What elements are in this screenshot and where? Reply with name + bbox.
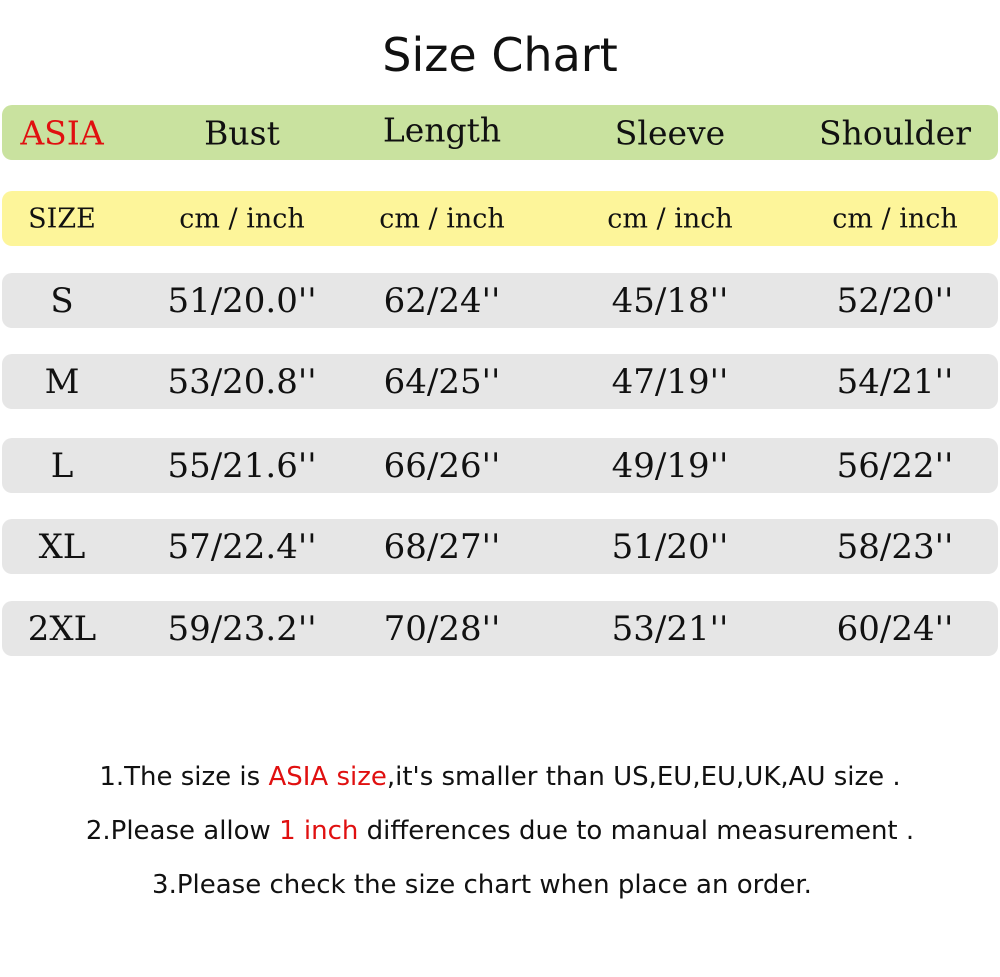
cell-bust: 51/20.0'' [167,280,317,321]
note-text: 1.The size is [99,762,269,792]
cell-bust: 55/21.6'' [167,445,317,486]
note-text: 3.Please check the size chart when place… [152,870,812,900]
cell-length: 64/25'' [383,361,501,402]
size-row: L 55/21.6'' 66/26'' 49/19'' 56/22'' [2,438,998,493]
cell-length: 62/24'' [383,280,501,321]
cell-size: 2XL [27,608,97,649]
cell-size: XL [38,526,86,567]
header-bust: Bust [204,113,280,152]
header-row: ASIA Bust Length Sleeve Shoulder [2,105,998,160]
cell-length: 68/27'' [383,526,501,567]
cell-size: L [50,445,74,486]
size-row: XL 57/22.4'' 68/27'' 51/20'' 58/23'' [2,519,998,574]
units-size: SIZE [28,203,96,234]
cell-shoulder: 60/24'' [836,608,954,649]
units-sleeve: cm / inch [607,203,733,234]
cell-length: 66/26'' [383,445,501,486]
cell-bust: 53/20.8'' [167,361,317,402]
cell-size: S [50,280,74,321]
note-text: differences due to manual measurement . [358,816,915,846]
units-row: SIZE cm / inch cm / inch cm / inch cm / … [2,191,998,246]
cell-sleeve: 47/19'' [611,361,729,402]
cell-bust: 59/23.2'' [167,608,317,649]
header-asia: ASIA [20,113,104,152]
note-3: 3.Please check the size chart when place… [0,870,982,900]
units-shoulder: cm / inch [832,203,958,234]
size-row: S 51/20.0'' 62/24'' 45/18'' 52/20'' [2,273,998,328]
units-length: cm / inch [379,203,505,234]
note-text: ,it's smaller than US,EU,EU,UK,AU size . [386,762,901,792]
header-shoulder: Shoulder [819,113,971,152]
cell-shoulder: 54/21'' [836,361,954,402]
cell-shoulder: 58/23'' [836,526,954,567]
note-2: 2.Please allow 1 inch differences due to… [0,816,1000,846]
size-row: 2XL 59/23.2'' 70/28'' 53/21'' 60/24'' [2,601,998,656]
cell-shoulder: 56/22'' [836,445,954,486]
page-title: Size Chart [382,28,618,82]
note-highlight: ASIA size [268,762,387,792]
size-row: M 53/20.8'' 64/25'' 47/19'' 54/21'' [2,354,998,409]
header-sleeve: Sleeve [614,113,726,152]
note-highlight: 1 inch [279,816,359,846]
cell-size: M [44,361,80,402]
cell-sleeve: 49/19'' [611,445,729,486]
header-length: Length [382,110,502,149]
cell-shoulder: 52/20'' [836,280,954,321]
units-bust: cm / inch [179,203,305,234]
note-text: 2.Please allow [85,816,280,846]
cell-sleeve: 45/18'' [611,280,729,321]
cell-sleeve: 53/21'' [611,608,729,649]
cell-sleeve: 51/20'' [611,526,729,567]
cell-bust: 57/22.4'' [167,526,317,567]
cell-length: 70/28'' [383,608,501,649]
note-1: 1.The size is ASIA size,it's smaller tha… [0,762,1000,792]
